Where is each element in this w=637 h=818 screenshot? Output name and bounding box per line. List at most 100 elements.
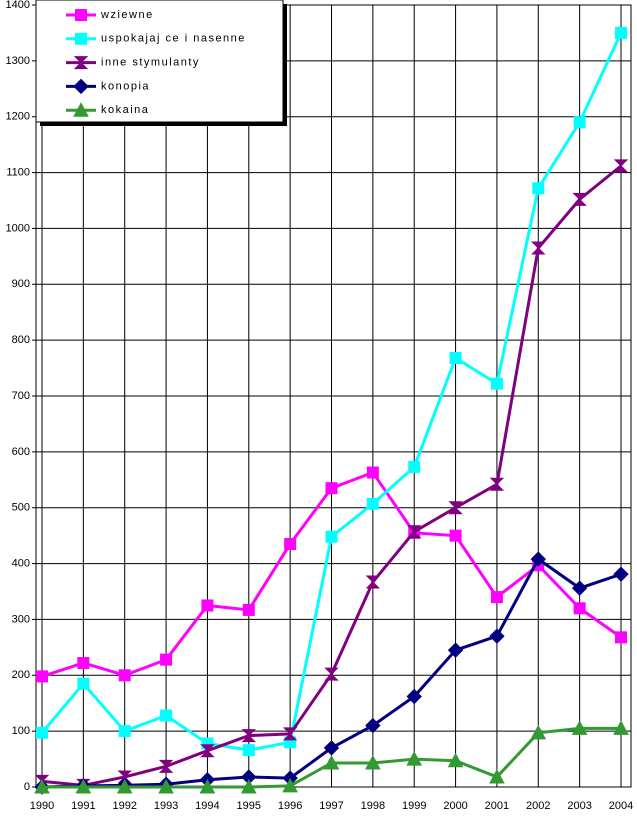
y-tick-label: 200 bbox=[12, 669, 30, 681]
marker bbox=[284, 538, 297, 551]
marker bbox=[449, 529, 462, 542]
marker bbox=[366, 497, 379, 510]
marker bbox=[75, 9, 87, 21]
marker bbox=[613, 566, 629, 582]
marker bbox=[242, 603, 255, 616]
marker bbox=[489, 628, 505, 644]
marker bbox=[407, 525, 422, 539]
x-tick-label: 2004 bbox=[609, 800, 633, 812]
x-tick-label: 2002 bbox=[526, 800, 550, 812]
marker bbox=[160, 653, 173, 666]
y-tick-label: 1000 bbox=[6, 222, 30, 234]
y-tick-label: 800 bbox=[12, 334, 30, 346]
x-tick-label: 1990 bbox=[30, 800, 54, 812]
y-tick-label: 100 bbox=[12, 725, 30, 737]
marker bbox=[365, 717, 381, 734]
x-tick-label: 2001 bbox=[485, 800, 509, 812]
marker bbox=[531, 241, 546, 255]
marker bbox=[158, 759, 174, 773]
marker bbox=[282, 727, 298, 741]
legend-label: kokaina bbox=[101, 104, 149, 116]
y-tick-label: 1100 bbox=[6, 166, 30, 178]
marker bbox=[447, 752, 464, 768]
marker bbox=[282, 777, 298, 793]
marker bbox=[613, 720, 629, 735]
x-tick-label: 1995 bbox=[237, 800, 261, 812]
marker bbox=[160, 709, 173, 722]
marker bbox=[532, 182, 545, 195]
marker bbox=[73, 78, 89, 95]
x-tick-label: 1996 bbox=[278, 800, 302, 812]
marker bbox=[490, 591, 503, 604]
marker bbox=[365, 575, 381, 589]
marker bbox=[325, 482, 338, 495]
y-tick-label: 400 bbox=[12, 557, 30, 569]
marker bbox=[615, 26, 627, 39]
marker bbox=[615, 631, 627, 644]
marker bbox=[242, 744, 255, 757]
y-tick-label: 900 bbox=[12, 278, 30, 290]
marker bbox=[36, 670, 48, 683]
x-tick-label: 1992 bbox=[112, 800, 136, 812]
legend-label: uspokajaj ce i nasenne bbox=[101, 33, 246, 45]
x-tick-label: 1993 bbox=[154, 800, 178, 812]
marker bbox=[366, 466, 379, 479]
marker bbox=[530, 724, 547, 740]
marker bbox=[489, 477, 505, 491]
marker bbox=[613, 159, 629, 173]
marker bbox=[36, 726, 48, 739]
marker bbox=[200, 744, 215, 758]
marker bbox=[73, 102, 89, 117]
marker bbox=[573, 116, 586, 129]
marker bbox=[325, 530, 338, 543]
marker bbox=[323, 740, 340, 756]
x-tick-label: 1994 bbox=[195, 800, 219, 812]
marker bbox=[572, 192, 587, 206]
legend-label: inne stymulanty bbox=[101, 57, 200, 69]
marker bbox=[365, 754, 381, 770]
marker bbox=[406, 688, 422, 705]
marker bbox=[240, 778, 257, 794]
marker bbox=[75, 778, 92, 794]
marker bbox=[117, 770, 132, 784]
marker bbox=[406, 751, 423, 766]
marker bbox=[323, 754, 340, 770]
marker bbox=[571, 720, 588, 735]
marker bbox=[118, 725, 131, 738]
x-tick-label: 2003 bbox=[567, 800, 591, 812]
marker bbox=[324, 667, 339, 681]
x-tick-label: 1991 bbox=[71, 800, 95, 812]
y-tick-label: 1200 bbox=[6, 111, 30, 123]
y-tick-label: 700 bbox=[12, 390, 30, 402]
y-tick-label: 500 bbox=[12, 502, 30, 514]
marker bbox=[73, 56, 89, 70]
marker bbox=[116, 778, 133, 794]
x-tick-label: 1999 bbox=[402, 800, 426, 812]
marker bbox=[449, 352, 462, 365]
x-tick-label: 2000 bbox=[443, 800, 467, 812]
marker bbox=[158, 778, 174, 794]
y-tick-label: 0 bbox=[24, 781, 30, 793]
marker bbox=[573, 602, 586, 615]
marker bbox=[530, 551, 546, 567]
y-tick-label: 1300 bbox=[6, 55, 30, 67]
marker bbox=[489, 768, 505, 784]
x-tick-label: 1997 bbox=[319, 800, 343, 812]
y-tick-label: 300 bbox=[12, 613, 30, 625]
marker bbox=[77, 656, 90, 669]
marker bbox=[571, 580, 588, 596]
y-tick-label: 600 bbox=[12, 446, 30, 458]
marker bbox=[118, 669, 131, 682]
legend-label: wziewne bbox=[100, 9, 154, 21]
marker bbox=[199, 778, 216, 794]
marker bbox=[34, 778, 50, 794]
marker bbox=[75, 32, 87, 45]
marker bbox=[447, 642, 464, 658]
marker bbox=[408, 460, 421, 473]
marker bbox=[201, 599, 214, 612]
legend-label: konopia bbox=[101, 80, 150, 92]
marker bbox=[241, 729, 256, 743]
y-tick-label: 1400 bbox=[6, 0, 30, 11]
marker bbox=[77, 677, 90, 690]
